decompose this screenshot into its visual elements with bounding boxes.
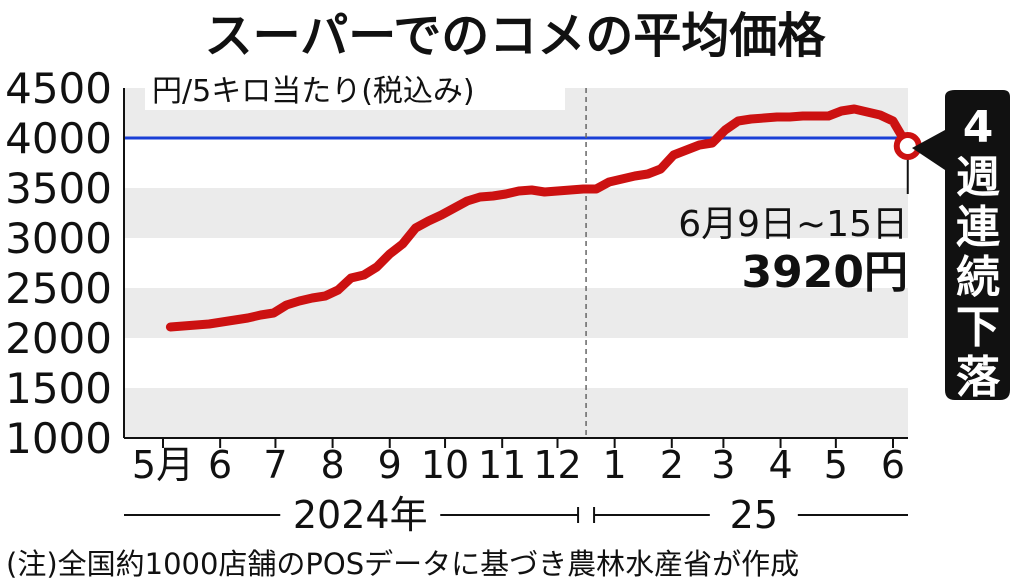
y-tick-label: 4000 bbox=[5, 114, 112, 163]
y-tick-label: 3000 bbox=[5, 214, 112, 263]
x-tick-label: 6 bbox=[208, 443, 232, 487]
annotation-period: 6月9日~15日 bbox=[678, 204, 908, 245]
year-label: 2024年 bbox=[293, 493, 428, 537]
year-label: 25 bbox=[730, 493, 778, 537]
x-tick-label: 11 bbox=[478, 443, 526, 487]
x-tick-label: 2 bbox=[660, 443, 684, 487]
x-tick-label: 9 bbox=[378, 443, 402, 487]
highlight-point-latest bbox=[893, 132, 922, 160]
unit-label-bg bbox=[145, 70, 565, 110]
x-tick-label: 12 bbox=[533, 443, 581, 487]
grid-band bbox=[124, 388, 908, 438]
annotation-value: 3920円 bbox=[742, 247, 908, 298]
source-note: (注)全国約1000店舗のPOSデータに基づき農林水産省が作成 bbox=[6, 547, 799, 581]
callout-box bbox=[912, 90, 1010, 400]
x-tick-label: 5 bbox=[824, 443, 848, 487]
x-tick-label: 3 bbox=[711, 443, 735, 487]
x-tick-label: 1 bbox=[603, 443, 627, 487]
series-line-price bbox=[165, 104, 913, 332]
y-tick-label: 4500 bbox=[5, 64, 112, 113]
x-tick-label: 4 bbox=[768, 443, 792, 487]
y-tick-label: 3500 bbox=[5, 164, 112, 213]
x-tick-label: 5月 bbox=[132, 443, 194, 487]
x-tick-label: 7 bbox=[263, 443, 287, 487]
year-axis: 2024年 25 bbox=[124, 493, 908, 537]
x-tick-label: 10 bbox=[421, 443, 469, 487]
y-tick-label: 1500 bbox=[5, 364, 112, 413]
y-tick-label: 1000 bbox=[5, 414, 112, 463]
y-tick-label: 2000 bbox=[5, 314, 112, 363]
y-tick-label: 2500 bbox=[5, 264, 112, 313]
x-tick-label: 8 bbox=[321, 443, 345, 487]
chart-title: スーパーでのコメの平均価格 bbox=[205, 8, 827, 64]
y-axis-unit-label: 円/5キロ当たり(税込み) bbox=[152, 74, 475, 109]
x-tick-label: 6 bbox=[881, 443, 905, 487]
grid-band bbox=[124, 188, 908, 238]
callout-text: 4 週連続下落 bbox=[956, 102, 1001, 403]
x-axis: 5月 6 7 8 9 10 11 12 1 2 3 4 5 6 bbox=[132, 438, 905, 487]
